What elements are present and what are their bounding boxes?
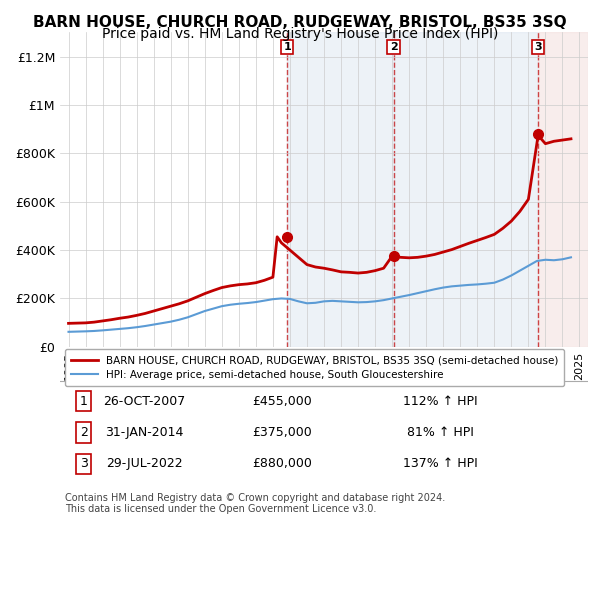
Legend: BARN HOUSE, CHURCH ROAD, RUDGEWAY, BRISTOL, BS35 3SQ (semi-detached house), HPI:: BARN HOUSE, CHURCH ROAD, RUDGEWAY, BRIST… — [65, 349, 565, 386]
Text: 3: 3 — [80, 457, 88, 470]
Text: Contains HM Land Registry data © Crown copyright and database right 2024.
This d: Contains HM Land Registry data © Crown c… — [65, 493, 446, 514]
Text: £455,000: £455,000 — [252, 395, 311, 408]
Text: 1: 1 — [283, 42, 291, 52]
Text: 2: 2 — [389, 42, 397, 52]
Text: 137% ↑ HPI: 137% ↑ HPI — [403, 457, 478, 470]
Bar — [287, 32, 394, 347]
Text: 2: 2 — [80, 426, 88, 439]
Text: 26-OCT-2007: 26-OCT-2007 — [103, 395, 185, 408]
Text: 1: 1 — [80, 395, 88, 408]
Bar — [538, 32, 588, 347]
Text: 29-JUL-2022: 29-JUL-2022 — [106, 457, 183, 470]
Text: 3: 3 — [535, 42, 542, 52]
Text: £375,000: £375,000 — [252, 426, 311, 439]
Text: Price paid vs. HM Land Registry's House Price Index (HPI): Price paid vs. HM Land Registry's House … — [102, 27, 498, 41]
Text: £880,000: £880,000 — [252, 457, 311, 470]
Text: 31-JAN-2014: 31-JAN-2014 — [105, 426, 184, 439]
Text: BARN HOUSE, CHURCH ROAD, RUDGEWAY, BRISTOL, BS35 3SQ: BARN HOUSE, CHURCH ROAD, RUDGEWAY, BRIST… — [33, 15, 567, 30]
Text: 112% ↑ HPI: 112% ↑ HPI — [403, 395, 478, 408]
Text: 81% ↑ HPI: 81% ↑ HPI — [407, 426, 473, 439]
Bar — [394, 32, 538, 347]
